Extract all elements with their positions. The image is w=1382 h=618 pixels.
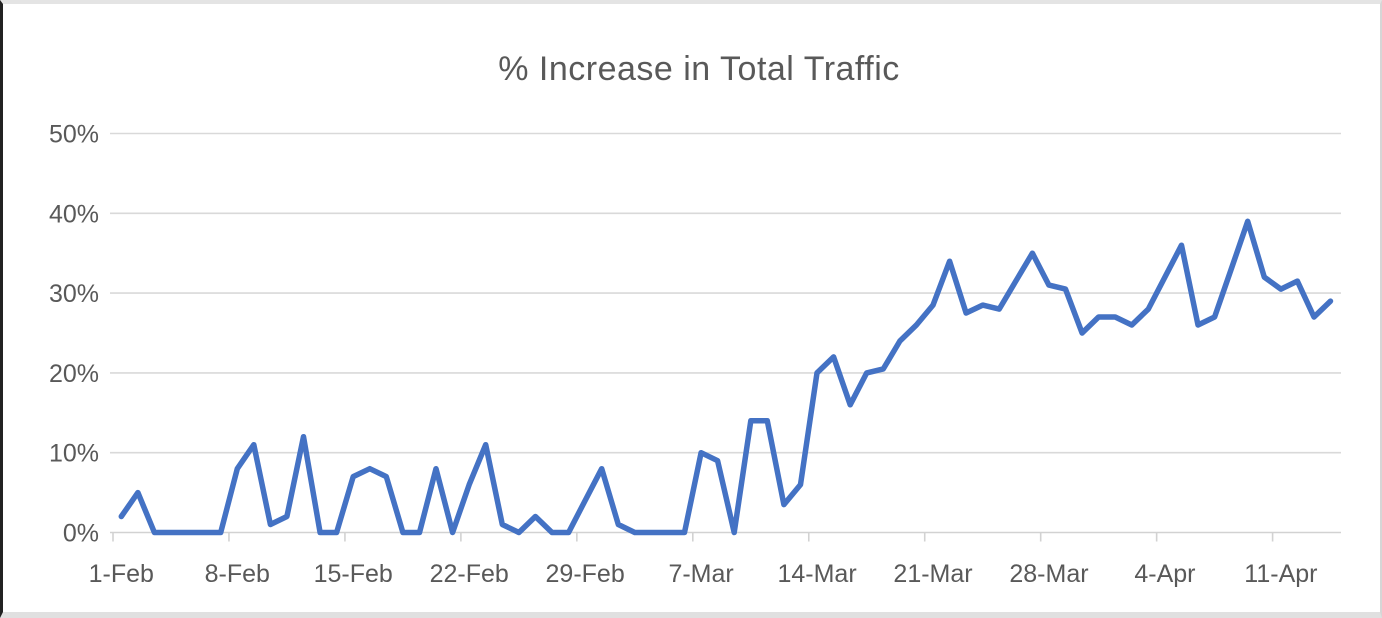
x-axis-tick-label: 14-Mar bbox=[777, 560, 856, 588]
y-axis-labels: 0% 10% 20% 30% 40% 50% bbox=[49, 121, 99, 548]
y-axis-tick-label: 30% bbox=[49, 280, 99, 308]
x-axis-tick-label: 8-Feb bbox=[205, 560, 270, 588]
x-axis-tick-label: 11-Apr bbox=[1244, 560, 1317, 588]
x-axis-tick-label: 29-Feb bbox=[546, 560, 625, 588]
chart-title: % Increase in Total Traffic bbox=[498, 50, 900, 88]
gridlines bbox=[110, 132, 1341, 534]
y-axis-tick-label: 20% bbox=[49, 360, 99, 388]
x-axis-tick-label: 4-Apr bbox=[1134, 560, 1195, 588]
x-axis-tick-label: 1-Feb bbox=[89, 560, 154, 588]
x-axis-tick-label: 28-Mar bbox=[1009, 560, 1088, 588]
line-chart: % Increase in Total Traffic 0% 10% 20% 30% 4… bbox=[49, 50, 1341, 588]
x-axis-tick-label: 21-Mar bbox=[893, 560, 972, 588]
x-axis-labels: 1-Feb 8-Feb 15-Feb 22-Feb 29-Feb 7-Mar 14-Mar 2… bbox=[89, 560, 1318, 588]
x-axis-tick-label: 7-Mar bbox=[668, 560, 733, 588]
y-axis-tick-label: 40% bbox=[49, 200, 99, 228]
x-axis-tick-label: 15-Feb bbox=[314, 560, 393, 588]
y-axis-tick-label: 10% bbox=[49, 440, 99, 468]
x-axis bbox=[112, 532, 1274, 542]
traffic-line-series bbox=[118, 218, 1334, 536]
y-axis-tick-label: 0% bbox=[63, 520, 99, 548]
y-axis-tick-label: 50% bbox=[49, 121, 99, 149]
x-axis-tick-label: 22-Feb bbox=[430, 560, 509, 588]
